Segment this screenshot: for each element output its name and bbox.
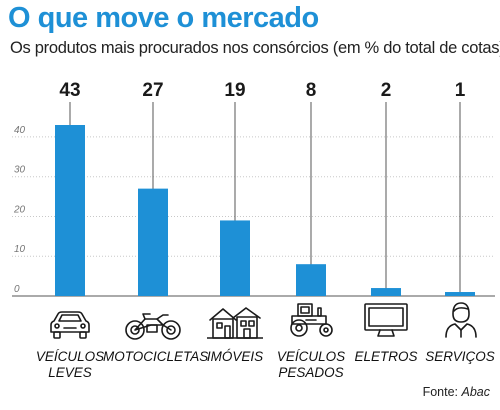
category-label: VEÍCULOS PESADOS	[276, 349, 346, 380]
house-icon	[206, 304, 264, 345]
person-icon	[444, 300, 478, 343]
bar	[138, 188, 168, 296]
value-label-layer: 43 27 19 8 2 1	[59, 80, 465, 101]
value-label: 1	[455, 80, 466, 101]
bar	[220, 220, 250, 296]
source-prefix: Fonte:	[422, 385, 462, 399]
value-label: 19	[224, 80, 245, 101]
source-note: Fonte: Abac	[423, 385, 490, 399]
value-label: 43	[59, 80, 80, 101]
grid-layer: 0 10 20 30 40	[12, 125, 495, 297]
category-label: MOTOCICLETAS	[103, 349, 209, 364]
category-label: VEÍCULOS LEVES	[35, 349, 105, 380]
category-label: IMÓVEIS	[206, 349, 264, 364]
category-label: ELETROS	[354, 349, 418, 364]
bar	[296, 264, 326, 296]
value-label: 27	[142, 80, 163, 101]
motorcycle-icon	[123, 308, 183, 347]
source-name: Abac	[461, 385, 491, 399]
y-tick-label: 20	[13, 204, 26, 215]
chart-title: O que move o mercado	[8, 2, 319, 34]
value-label: 8	[306, 80, 317, 101]
y-tick-label: 0	[14, 284, 20, 295]
y-tick-label: 40	[14, 125, 26, 136]
bar	[445, 292, 475, 296]
category-label: SERVIÇOS	[425, 349, 495, 364]
monitor-icon	[363, 302, 409, 343]
chart-subtitle: Os produtos mais procurados nos consórci…	[10, 39, 500, 57]
value-label: 2	[381, 80, 392, 101]
bar	[55, 125, 85, 296]
leader-layer	[69, 102, 461, 296]
bar	[371, 288, 401, 296]
bar-layer	[55, 125, 475, 296]
tractor-icon	[286, 302, 336, 343]
car-icon	[48, 308, 92, 347]
y-tick-label: 10	[14, 244, 26, 255]
y-tick-label: 30	[14, 165, 26, 176]
